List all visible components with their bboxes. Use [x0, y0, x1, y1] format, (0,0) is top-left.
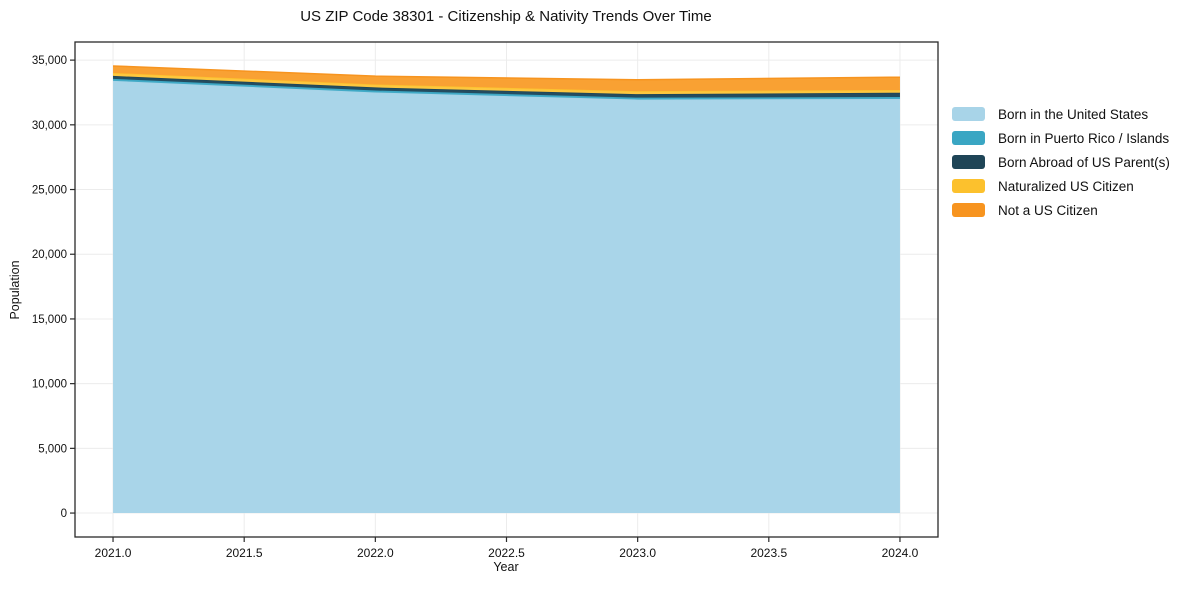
x-tick-label: 2022.0	[357, 546, 394, 560]
legend-item-not-citizen[interactable]: Not a US Citizen	[952, 198, 1170, 222]
y-tick-label: 20,000	[32, 249, 67, 261]
legend-label: Not a US Citizen	[998, 202, 1098, 218]
area-series-0	[113, 80, 900, 514]
legend-item-born-in-us[interactable]: Born in the United States	[952, 102, 1170, 126]
y-tick-label: 25,000	[32, 185, 67, 197]
legend-swatch-born-in-us-icon	[952, 107, 985, 121]
y-tick-label: 5,000	[38, 443, 67, 455]
legend-item-born-abroad[interactable]: Born Abroad of US Parent(s)	[952, 150, 1170, 174]
x-tick-label: 2023.0	[619, 546, 656, 560]
legend-swatch-naturalized-icon	[952, 179, 985, 193]
legend-item-born-in-puerto-rico[interactable]: Born in Puerto Rico / Islands	[952, 126, 1170, 150]
area-series-2	[113, 75, 900, 98]
x-axis-title: Year	[493, 560, 519, 574]
legend-swatch-born-in-puerto-rico-icon	[952, 131, 985, 145]
legend-swatch-born-abroad-icon	[952, 155, 985, 169]
legend-item-naturalized[interactable]: Naturalized US Citizen	[952, 174, 1170, 198]
legend-label: Born in the United States	[998, 106, 1149, 122]
y-axis-title: Population	[8, 260, 22, 320]
legend-label: Naturalized US Citizen	[998, 178, 1134, 194]
x-tick-label: 2022.5	[488, 546, 525, 560]
legend-swatch-not-citizen-icon	[952, 203, 985, 217]
legend-label: Born in Puerto Rico / Islands	[998, 130, 1170, 146]
y-tick-label: 10,000	[32, 379, 67, 391]
y-tick-label: 30,000	[32, 120, 67, 132]
x-tick-label: 2021.5	[226, 546, 263, 560]
y-tick-label: 35,000	[32, 55, 67, 67]
legend: Born in the United States Born in Puerto…	[952, 102, 1170, 222]
x-tick-label: 2024.0	[882, 546, 919, 560]
chart-title: US ZIP Code 38301 - Citizenship & Nativi…	[300, 8, 712, 25]
x-tick-label: 2021.0	[95, 546, 132, 560]
x-tick-label: 2023.5	[750, 546, 787, 560]
area-series-4-line	[113, 65, 900, 81]
area-series-3	[113, 72, 900, 95]
legend-label: Born Abroad of US Parent(s)	[998, 154, 1170, 170]
y-tick-label: 0	[61, 508, 67, 520]
y-tick-label: 15,000	[32, 314, 67, 326]
